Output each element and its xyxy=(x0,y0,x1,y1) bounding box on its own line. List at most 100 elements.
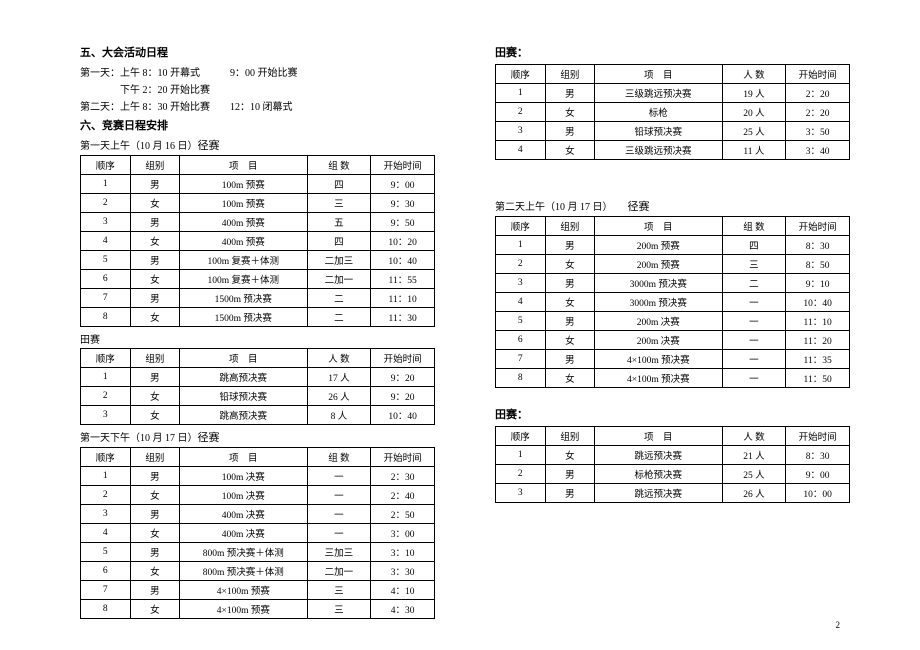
table-cell: 25 人 xyxy=(722,122,786,141)
table-cell: 跳远预决赛 xyxy=(595,446,722,465)
table-row: 4女400m 决赛一3：00 xyxy=(81,524,435,543)
table-cell: 11 人 xyxy=(722,141,786,160)
table-row: 3女跳高预决赛8 人10：40 xyxy=(81,406,435,425)
table-cell: 2 xyxy=(496,465,546,484)
table-header-cell: 人 数 xyxy=(722,427,786,446)
table-cell: 三 xyxy=(307,581,371,600)
table-header-cell: 顺序 xyxy=(496,65,546,84)
table-cell: 一 xyxy=(307,467,371,486)
table-cell: 9：20 xyxy=(371,387,435,406)
table-cell: 10：20 xyxy=(371,232,435,251)
table-cell: 3 xyxy=(81,213,131,232)
table-cell: 6 xyxy=(81,562,131,581)
table-cell: 四 xyxy=(307,232,371,251)
table-header-cell: 组 数 xyxy=(307,156,371,175)
table-row: 8女1500m 预决赛二11：30 xyxy=(81,308,435,327)
table-cell: 女 xyxy=(545,255,595,274)
table-row: 7男4×100m 预决赛一11：35 xyxy=(496,350,850,369)
table-cell: 二加一 xyxy=(307,562,371,581)
table-row: 3男400m 预赛五9：50 xyxy=(81,213,435,232)
table-cell: 二加三 xyxy=(307,251,371,270)
table-cell: 男 xyxy=(130,368,180,387)
table-header-cell: 组别 xyxy=(545,65,595,84)
table-cell: 10：40 xyxy=(371,251,435,270)
table-cell: 4×100m 预赛 xyxy=(180,600,307,619)
table-row: 7男4×100m 预赛三4：10 xyxy=(81,581,435,600)
table-row: 1男200m 预赛四8：30 xyxy=(496,236,850,255)
table-cell: 铅球预决赛 xyxy=(595,122,722,141)
table-row: 2女100m 决赛一2：40 xyxy=(81,486,435,505)
table-header-cell: 组别 xyxy=(545,427,595,446)
table-cell: 一 xyxy=(307,524,371,543)
table-cell: 女 xyxy=(130,308,180,327)
table-cell: 男 xyxy=(130,289,180,308)
table-cell: 男 xyxy=(130,213,180,232)
table-cell: 2 xyxy=(496,255,546,274)
table-header-cell: 人 数 xyxy=(307,349,371,368)
table-header-cell: 组别 xyxy=(130,448,180,467)
table-row: 1男跳高预决赛17 人9：20 xyxy=(81,368,435,387)
table-title: 第一天上午（10 月 16 日）径赛 xyxy=(80,137,435,153)
table-cell: 4 xyxy=(81,524,131,543)
table-cell: 一 xyxy=(722,350,786,369)
table-cell: 5 xyxy=(496,312,546,331)
table-cell: 11：30 xyxy=(371,308,435,327)
table-cell: 9：50 xyxy=(371,213,435,232)
table-header-cell: 项 目 xyxy=(180,156,307,175)
table-cell: 4×100m 预决赛 xyxy=(595,350,722,369)
table-cell: 标枪 xyxy=(595,103,722,122)
field-table-day1-pm: 顺序组别项 目人 数开始时间1男三级跳远预决赛19 人2：202女标枪20 人2… xyxy=(495,64,850,160)
table-cell: 26 人 xyxy=(722,484,786,503)
table-cell: 8：30 xyxy=(786,236,850,255)
table-cell: 男 xyxy=(545,236,595,255)
table-header-cell: 开始时间 xyxy=(371,448,435,467)
table-row: 4女三级跳远预决赛11 人3：40 xyxy=(496,141,850,160)
right-column: 田赛： 顺序组别项 目人 数开始时间1男三级跳远预决赛19 人2：202女标枪2… xyxy=(495,40,850,623)
schedule-line: 第一天：上午 8：10 开幕式 9：00 开始比赛 xyxy=(80,64,435,79)
table-row: 1男100m 决赛一2：30 xyxy=(81,467,435,486)
table-header-row: 顺序组别项 目人 数开始时间 xyxy=(81,349,435,368)
table-cell: 跳高预决赛 xyxy=(180,368,307,387)
table-cell: 7 xyxy=(81,581,131,600)
table-cell: 26 人 xyxy=(307,387,371,406)
table-cell: 2 xyxy=(81,194,131,213)
table-cell: 25 人 xyxy=(722,465,786,484)
table-header-cell: 开始时间 xyxy=(371,349,435,368)
table-cell: 200m 决赛 xyxy=(595,331,722,350)
table-cell: 1 xyxy=(496,84,546,103)
table-cell: 男 xyxy=(130,505,180,524)
table-cell: 100m 决赛 xyxy=(180,486,307,505)
table-cell: 一 xyxy=(722,369,786,388)
table-header-row: 顺序组别项 目组 数开始时间 xyxy=(496,217,850,236)
table-header-cell: 顺序 xyxy=(81,349,131,368)
table-header-cell: 开始时间 xyxy=(371,156,435,175)
table-cell: 8 xyxy=(496,369,546,388)
table-cell: 3 xyxy=(496,122,546,141)
table-cell: 1500m 预决赛 xyxy=(180,308,307,327)
table-row: 2女铅球预决赛26 人9：20 xyxy=(81,387,435,406)
field-table-day1-am: 顺序组别项 目人 数开始时间1男跳高预决赛17 人9：202女铅球预决赛26 人… xyxy=(80,348,435,425)
table-cell: 19 人 xyxy=(722,84,786,103)
table-cell: 女 xyxy=(130,232,180,251)
table-cell: 跳远预决赛 xyxy=(595,484,722,503)
table-cell: 男 xyxy=(545,122,595,141)
table-header-row: 顺序组别项 目组 数开始时间 xyxy=(81,448,435,467)
table-row: 4女3000m 预决赛一10：40 xyxy=(496,293,850,312)
table-header-cell: 顺序 xyxy=(496,217,546,236)
table-row: 3男跳远预决赛26 人10：00 xyxy=(496,484,850,503)
table-cell: 4×100m 预决赛 xyxy=(595,369,722,388)
table-cell: 2：40 xyxy=(371,486,435,505)
table-cell: 男 xyxy=(130,251,180,270)
track-table-day1-pm: 顺序组别项 目组 数开始时间1男100m 决赛一2：302女100m 决赛一2：… xyxy=(80,447,435,619)
table-cell: 男 xyxy=(545,350,595,369)
table-cell: 1 xyxy=(81,368,131,387)
table-cell: 4×100m 预赛 xyxy=(180,581,307,600)
table-row: 8女4×100m 预赛三4：30 xyxy=(81,600,435,619)
table-header-cell: 开始时间 xyxy=(786,427,850,446)
table-cell: 男 xyxy=(545,84,595,103)
table-cell: 3 xyxy=(496,484,546,503)
table-cell: 21 人 xyxy=(722,446,786,465)
table-cell: 11：10 xyxy=(786,312,850,331)
table-cell: 8：30 xyxy=(786,446,850,465)
table-cell: 4 xyxy=(81,232,131,251)
